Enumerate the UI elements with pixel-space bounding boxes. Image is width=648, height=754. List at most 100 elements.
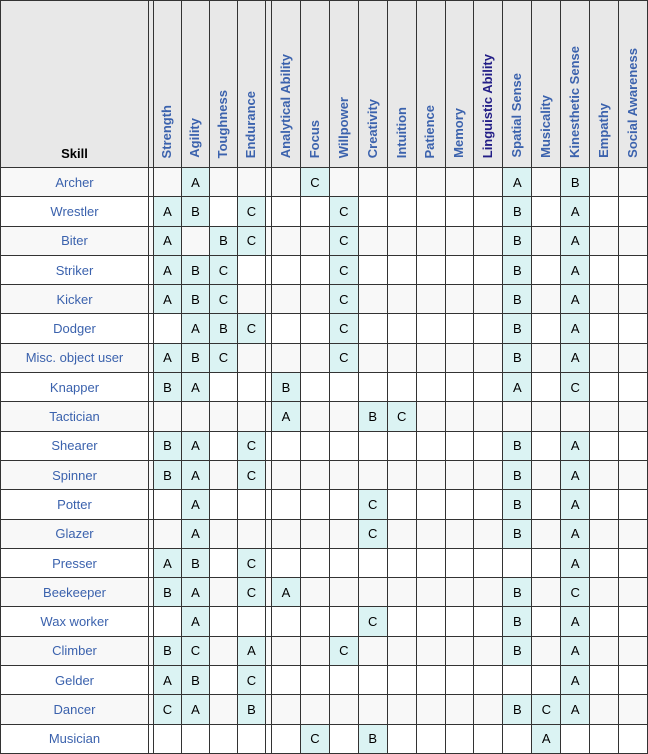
grade-cell-wrestler-focus xyxy=(299,196,330,227)
grade-cell-wrestler-empathy xyxy=(589,196,620,227)
column-header-kinesthetic-sense[interactable]: Kinesthetic Sense xyxy=(567,46,583,158)
skill-link-spinner[interactable]: Spinner xyxy=(52,467,97,483)
grade-cell-gelder-empathy xyxy=(589,665,620,696)
skill-link-tactician[interactable]: Tactician xyxy=(49,409,100,425)
skill-link-misc-object-user[interactable]: Misc. object user xyxy=(25,350,124,366)
column-header-focus[interactable]: Focus xyxy=(306,119,322,158)
grade-cell-biter-willpower: C xyxy=(328,225,359,256)
grade-cell-dancer-musicality: C xyxy=(531,694,562,725)
grade-cell-dancer-linguistic-ability xyxy=(473,694,504,725)
grade-cell-potter-creativity: C xyxy=(357,489,388,520)
column-header-musicality[interactable]: Musicality xyxy=(538,95,554,158)
column-header-agility[interactable]: Agility xyxy=(187,118,203,158)
grade-cell-dancer-social-awareness xyxy=(618,694,648,725)
skill-link-presser[interactable]: Presser xyxy=(52,555,97,571)
grade-cell-tactician-agility xyxy=(181,401,210,432)
column-header-creativity[interactable]: Creativity xyxy=(364,98,380,158)
skill-link-dancer[interactable]: Dancer xyxy=(53,701,96,717)
grade-cell-kicker-memory xyxy=(444,284,475,315)
grade-cell-dancer-creativity xyxy=(357,694,388,725)
grade-cell-kicker-intuition xyxy=(386,284,417,315)
skill-link-wax-worker[interactable]: Wax worker xyxy=(40,614,109,630)
section-separator xyxy=(265,284,272,315)
grade-cell-glazer-intuition xyxy=(386,518,417,549)
column-header-analytical-ability[interactable]: Analytical Ability xyxy=(277,53,293,158)
skill-link-musician[interactable]: Musician xyxy=(48,731,101,747)
table-row: Misc. object user A B C C B A xyxy=(0,342,648,374)
skill-link-gelder[interactable]: Gelder xyxy=(54,672,95,688)
grade-cell-knapper-strength: B xyxy=(153,372,182,403)
skill-link-kicker[interactable]: Kicker xyxy=(56,291,93,307)
grade-cell-beekeeper-agility: A xyxy=(181,577,210,608)
column-header-memory[interactable]: Memory xyxy=(451,108,467,158)
column-header-empathy[interactable]: Empathy xyxy=(595,103,611,158)
column-header-strength[interactable]: Strength xyxy=(159,104,175,158)
grade-cell-archer-intuition xyxy=(386,166,417,198)
grade-cell-knapper-toughness xyxy=(209,372,238,403)
skill-link-wrestler[interactable]: Wrestler xyxy=(50,203,99,219)
column-header-cell-patience: Patience xyxy=(415,0,446,168)
column-header-cell-memory: Memory xyxy=(444,0,475,168)
skill-link-biter[interactable]: Biter xyxy=(61,233,88,249)
grade-cell-dodger-spatial-sense: B xyxy=(502,313,533,344)
skill-link-dodger[interactable]: Dodger xyxy=(53,321,96,337)
grade-cell-gelder-intuition xyxy=(386,665,417,696)
skill-link-glazer[interactable]: Glazer xyxy=(55,526,94,542)
grade-cell-biter-intuition xyxy=(386,225,417,256)
grade-cell-striker-creativity xyxy=(357,254,388,286)
grade-cell-dodger-endurance: C xyxy=(237,313,266,344)
grade-cell-tactician-toughness xyxy=(209,401,238,432)
grade-cell-climber-intuition xyxy=(386,635,417,667)
grade-cell-biter-strength: A xyxy=(153,225,182,256)
grade-cell-musician-memory xyxy=(444,723,475,754)
grade-cell-spinner-analytical-ability xyxy=(271,459,301,491)
skill-link-shearer[interactable]: Shearer xyxy=(51,438,98,454)
grade-cell-potter-agility: A xyxy=(181,489,210,520)
table-row: Climber B C A C B A xyxy=(0,635,648,667)
grade-cell-kicker-kinesthetic-sense: A xyxy=(560,284,591,315)
grade-cell-musician-patience xyxy=(415,723,446,754)
grade-cell-wrestler-willpower: C xyxy=(328,196,359,227)
grade-cell-knapper-linguistic-ability xyxy=(473,372,504,403)
grade-cell-glazer-agility: A xyxy=(181,518,210,549)
grade-cell-presser-focus xyxy=(299,547,330,579)
column-header-cell-empathy: Empathy xyxy=(589,0,620,168)
grade-cell-dodger-empathy xyxy=(589,313,620,344)
grade-cell-misc-object-user-intuition xyxy=(386,342,417,374)
grade-cell-gelder-patience xyxy=(415,665,446,696)
skill-link-climber[interactable]: Climber xyxy=(52,643,97,659)
table-row: Spinner B A C B A xyxy=(0,459,648,491)
column-header-willpower[interactable]: Willpower xyxy=(335,96,351,158)
grade-cell-biter-analytical-ability xyxy=(271,225,301,256)
column-header-toughness[interactable]: Toughness xyxy=(215,89,231,158)
column-header-endurance[interactable]: Endurance xyxy=(243,90,259,158)
grade-cell-wax-worker-intuition xyxy=(386,606,417,637)
column-header-social-awareness[interactable]: Social Awareness xyxy=(624,48,640,158)
table-row: Dancer C A B B C A xyxy=(0,694,648,725)
grade-cell-potter-musicality xyxy=(531,489,562,520)
column-header-linguistic-ability[interactable]: Linguistic Ability xyxy=(480,53,496,158)
grade-cell-glazer-spatial-sense: B xyxy=(502,518,533,549)
skill-link-knapper[interactable]: Knapper xyxy=(49,379,100,395)
grade-cell-beekeeper-focus xyxy=(299,577,330,608)
skill-cell-wrestler: Wrestler xyxy=(0,196,149,227)
grade-cell-wax-worker-social-awareness xyxy=(618,606,648,637)
skill-link-striker[interactable]: Striker xyxy=(55,262,94,278)
grade-cell-misc-object-user-creativity xyxy=(357,342,388,374)
grade-cell-dodger-focus xyxy=(299,313,330,344)
skill-link-beekeeper[interactable]: Beekeeper xyxy=(43,584,106,600)
grade-cell-potter-kinesthetic-sense: A xyxy=(560,489,591,520)
grade-cell-knapper-spatial-sense: A xyxy=(502,372,533,403)
grade-cell-spinner-creativity xyxy=(357,459,388,491)
grade-cell-shearer-memory xyxy=(444,430,475,461)
grade-cell-tactician-endurance xyxy=(237,401,266,432)
grade-cell-tactician-analytical-ability: A xyxy=(271,401,301,432)
column-header-spatial-sense[interactable]: Spatial Sense xyxy=(509,73,525,158)
skill-link-archer[interactable]: Archer xyxy=(55,174,94,190)
column-header-intuition[interactable]: Intuition xyxy=(393,106,409,158)
column-header-patience[interactable]: Patience xyxy=(422,104,438,158)
grade-cell-beekeeper-empathy xyxy=(589,577,620,608)
grade-cell-presser-linguistic-ability xyxy=(473,547,504,579)
grade-cell-wax-worker-linguistic-ability xyxy=(473,606,504,637)
skill-link-potter[interactable]: Potter xyxy=(57,496,92,512)
